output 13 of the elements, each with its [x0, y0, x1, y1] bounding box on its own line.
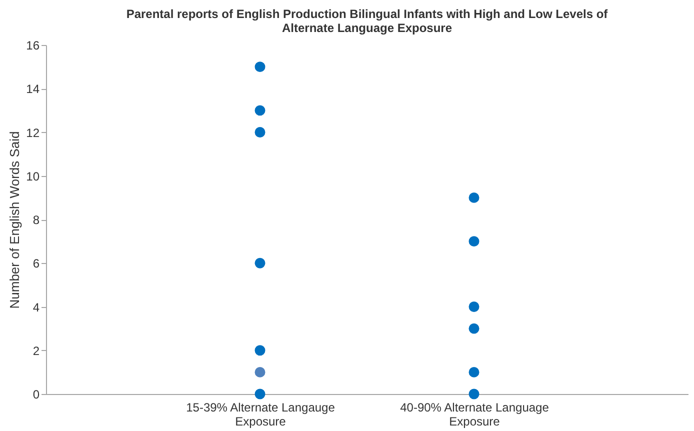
y-axis-title: Number of English Words Said — [7, 131, 22, 309]
y-tick-label: 12 — [26, 126, 40, 140]
y-tick-label: 14 — [26, 82, 40, 96]
chart-title: Parental reports of English Production Bilingual Infants with High and Low Levels of Alternate Language Exposure — [126, 7, 609, 35]
y-tick-label: 8 — [32, 213, 40, 227]
y-tick-label: 2 — [32, 344, 40, 358]
y-tick-label: 10 — [26, 169, 40, 184]
y-tick-label: 6 — [32, 256, 40, 271]
y-tick-label: 0 — [32, 388, 40, 402]
y-tick-label: 16 — [26, 38, 40, 52]
x-tick-label: 15-39% Alternate Langauge Exposure — [186, 400, 336, 428]
x-tick-label: 40-90% Alternate Language Exposure — [400, 400, 550, 428]
y-tick-label: 4 — [32, 300, 40, 314]
